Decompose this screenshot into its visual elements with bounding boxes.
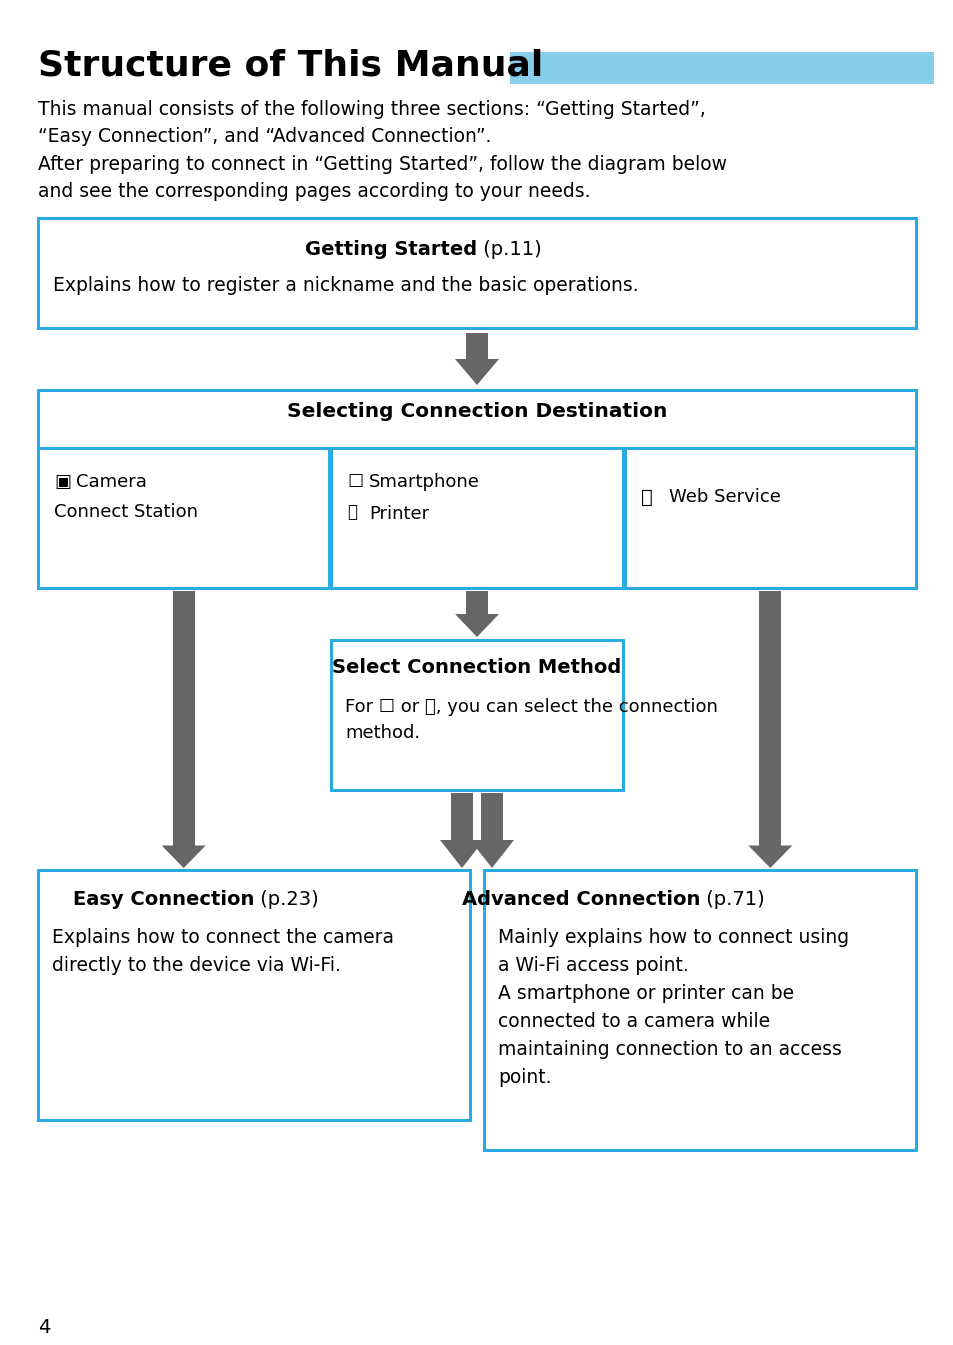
Text: (p.23): (p.23): [253, 890, 318, 909]
Text: Getting Started: Getting Started: [305, 239, 476, 260]
FancyBboxPatch shape: [451, 794, 473, 841]
Text: Select Connection Method: Select Connection Method: [332, 658, 621, 677]
FancyBboxPatch shape: [465, 590, 488, 615]
Text: Selecting Connection Destination: Selecting Connection Destination: [287, 402, 666, 421]
Text: Web Service: Web Service: [668, 488, 780, 506]
Text: ⌖: ⌖: [640, 488, 652, 507]
Text: Connect Station: Connect Station: [54, 503, 198, 521]
FancyBboxPatch shape: [331, 640, 622, 790]
FancyBboxPatch shape: [331, 448, 622, 588]
Text: Printer: Printer: [369, 504, 429, 523]
FancyBboxPatch shape: [38, 390, 915, 448]
Text: (p.71): (p.71): [700, 890, 764, 909]
Polygon shape: [455, 615, 498, 638]
FancyBboxPatch shape: [172, 590, 194, 823]
FancyBboxPatch shape: [465, 334, 488, 359]
Text: This manual consists of the following three sections: “Getting Started”,
“Easy C: This manual consists of the following th…: [38, 100, 726, 200]
Text: Explains how to register a nickname and the basic operations.: Explains how to register a nickname and …: [53, 276, 638, 295]
Text: ⎙: ⎙: [347, 503, 357, 521]
Text: Camera: Camera: [76, 473, 147, 491]
Text: For ☐ or ⎙, you can select the connection
method.: For ☐ or ⎙, you can select the connectio…: [345, 698, 718, 742]
FancyBboxPatch shape: [38, 870, 470, 1120]
Text: Advanced Connection: Advanced Connection: [461, 890, 700, 909]
FancyBboxPatch shape: [483, 870, 915, 1150]
FancyBboxPatch shape: [759, 590, 781, 823]
FancyBboxPatch shape: [38, 448, 329, 588]
FancyBboxPatch shape: [759, 823, 781, 846]
Text: Smartphone: Smartphone: [369, 473, 479, 491]
Polygon shape: [161, 846, 206, 868]
Text: 4: 4: [38, 1318, 51, 1337]
FancyBboxPatch shape: [624, 448, 915, 588]
FancyBboxPatch shape: [38, 218, 915, 328]
Polygon shape: [455, 359, 498, 385]
Polygon shape: [470, 841, 514, 868]
Text: Explains how to connect the camera
directly to the device via Wi-Fi.: Explains how to connect the camera direc…: [52, 928, 394, 975]
FancyBboxPatch shape: [510, 52, 933, 83]
Text: Easy Connection: Easy Connection: [72, 890, 253, 909]
Text: ▣: ▣: [54, 473, 71, 491]
Polygon shape: [747, 846, 792, 868]
Text: Structure of This Manual: Structure of This Manual: [38, 48, 542, 82]
Text: (p.11): (p.11): [476, 239, 541, 260]
Text: Mainly explains how to connect using
a Wi-Fi access point.
A smartphone or print: Mainly explains how to connect using a W…: [497, 928, 848, 1087]
FancyBboxPatch shape: [172, 823, 194, 846]
Text: ☐: ☐: [347, 473, 363, 491]
Polygon shape: [439, 841, 483, 868]
FancyBboxPatch shape: [480, 794, 502, 841]
